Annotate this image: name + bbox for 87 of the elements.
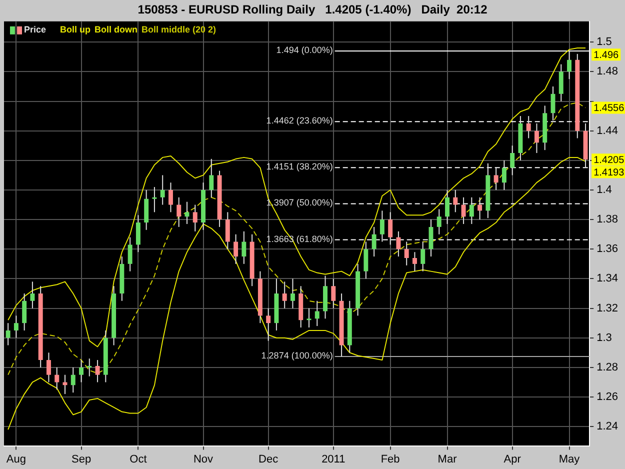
y-tick-label: 1.24	[596, 420, 618, 433]
candlestick	[136, 214, 140, 253]
candlestick	[160, 174, 165, 206]
candlestick	[364, 241, 368, 280]
candlestick	[192, 204, 198, 232]
candlestick	[168, 182, 173, 213]
candlestick	[242, 230, 246, 264]
candlestick	[70, 366, 76, 394]
candlestick	[30, 281, 35, 309]
candlestick	[380, 210, 384, 242]
candlestick	[534, 122, 539, 154]
candlestick	[54, 366, 60, 390]
x-tick-label: Aug	[6, 453, 26, 466]
x-tick-label: Sep	[71, 453, 92, 466]
y-tick-label: 1.5	[596, 36, 612, 48]
candlestick	[396, 230, 401, 258]
candlestick	[14, 315, 18, 338]
y-tick-label: 1.36	[596, 243, 618, 256]
candlestick	[412, 252, 417, 272]
candlestick	[526, 116, 531, 139]
x-tick-label: Mar	[438, 453, 458, 466]
candlestick	[62, 374, 68, 395]
candlestick	[22, 292, 27, 331]
x-tick-label: Feb	[380, 453, 400, 466]
candlestick	[234, 234, 238, 264]
candlestick	[176, 196, 182, 228]
candlestick	[453, 189, 458, 213]
candlestick	[95, 360, 100, 383]
candlestick	[567, 50, 572, 80]
candlestick	[420, 241, 426, 272]
candlestick	[46, 352, 51, 383]
candlestick	[436, 208, 442, 235]
x-tick-label: May	[558, 453, 580, 466]
candlestick	[478, 196, 482, 220]
text: 1.4205	[594, 154, 624, 166]
text: Boll middle (20 2)	[142, 24, 216, 34]
candlestick	[184, 201, 190, 224]
candlestick	[372, 226, 376, 258]
candlestick	[469, 196, 474, 224]
candlestick	[404, 241, 409, 266]
candlestick	[306, 308, 312, 328]
y-tick-label: 1.44	[596, 124, 618, 137]
candlestick	[494, 167, 498, 190]
chart-title: 150853 - EURUSD Rolling Daily 1.4205 (-1.40%) Daily 20:12	[138, 2, 488, 17]
candlestick	[144, 189, 149, 230]
y-tick-label: 1.34	[596, 272, 618, 285]
x-tick-label: Dec	[258, 453, 279, 466]
candlestick	[209, 158, 214, 198]
candlestick	[6, 322, 10, 346]
candlestick	[128, 236, 132, 272]
candlestick	[152, 186, 157, 213]
line-series	[8, 102, 586, 376]
candlestick	[79, 360, 84, 383]
candlestick	[266, 308, 271, 342]
data-label: 1.4193	[594, 167, 625, 178]
x-tick-label: 2011	[322, 453, 346, 466]
data-label: 1.4556	[594, 103, 625, 114]
y-tick-label: 1.38	[596, 214, 618, 226]
ref-line-label: 1.494 (0.00%)	[276, 44, 333, 55]
y-tick-label: 1.28	[596, 361, 618, 374]
text: Boll up	[60, 24, 92, 34]
y-tick-label: 1.3	[596, 332, 612, 344]
text: Boll down	[94, 24, 138, 34]
data-label: 1.496	[594, 50, 620, 61]
candlestick	[290, 278, 295, 309]
candlestick	[461, 196, 466, 224]
candlestick	[502, 160, 506, 190]
candlestick	[225, 212, 230, 250]
candlestick	[445, 189, 450, 224]
candlestick	[558, 64, 564, 102]
legend-label: Price	[24, 24, 46, 34]
candlestick	[510, 145, 515, 176]
x-tick-label: Nov	[193, 453, 214, 466]
y-tick-label: 1.4	[596, 184, 612, 196]
x-tick-label: Apr	[504, 453, 522, 466]
ref-line-label: 1.2874 (100.00%)	[261, 350, 333, 360]
candlestick	[331, 278, 336, 309]
candlestick	[87, 358, 92, 377]
x-tick-label: Oct	[130, 453, 147, 466]
ref-line-label: 1.4151 (38.20%)	[266, 162, 333, 172]
y-tick-label: 1.32	[596, 302, 618, 314]
y-tick-label: 1.26	[596, 391, 618, 404]
ref-line-label: 1.4462 (23.60%)	[266, 116, 333, 126]
candlestick	[388, 212, 393, 246]
candlestick	[314, 300, 320, 327]
y-tick-label: 1.48	[596, 66, 618, 78]
candlestick	[282, 281, 287, 309]
